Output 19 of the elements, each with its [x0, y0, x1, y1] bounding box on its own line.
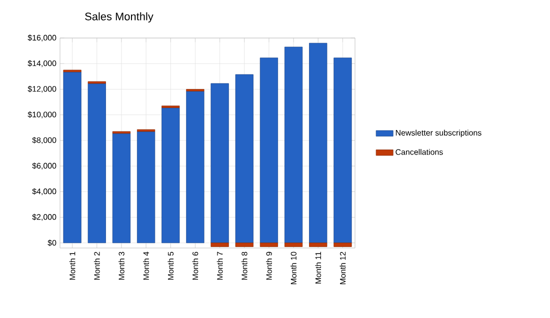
bar	[63, 72, 82, 244]
bar	[112, 133, 131, 244]
bar	[260, 242, 278, 247]
bar	[284, 242, 303, 247]
bar	[309, 242, 328, 247]
bar	[162, 108, 180, 244]
bar	[309, 42, 328, 244]
bar	[210, 242, 229, 247]
bar	[186, 90, 204, 244]
bar	[235, 242, 254, 247]
bar	[235, 74, 254, 244]
bar	[88, 83, 106, 244]
bar	[334, 58, 352, 244]
bar	[260, 58, 278, 244]
bar	[334, 242, 352, 247]
bar	[210, 83, 229, 244]
bar	[136, 131, 156, 244]
chart-title: Sales Monthly	[85, 12, 154, 22]
bar	[284, 46, 303, 244]
